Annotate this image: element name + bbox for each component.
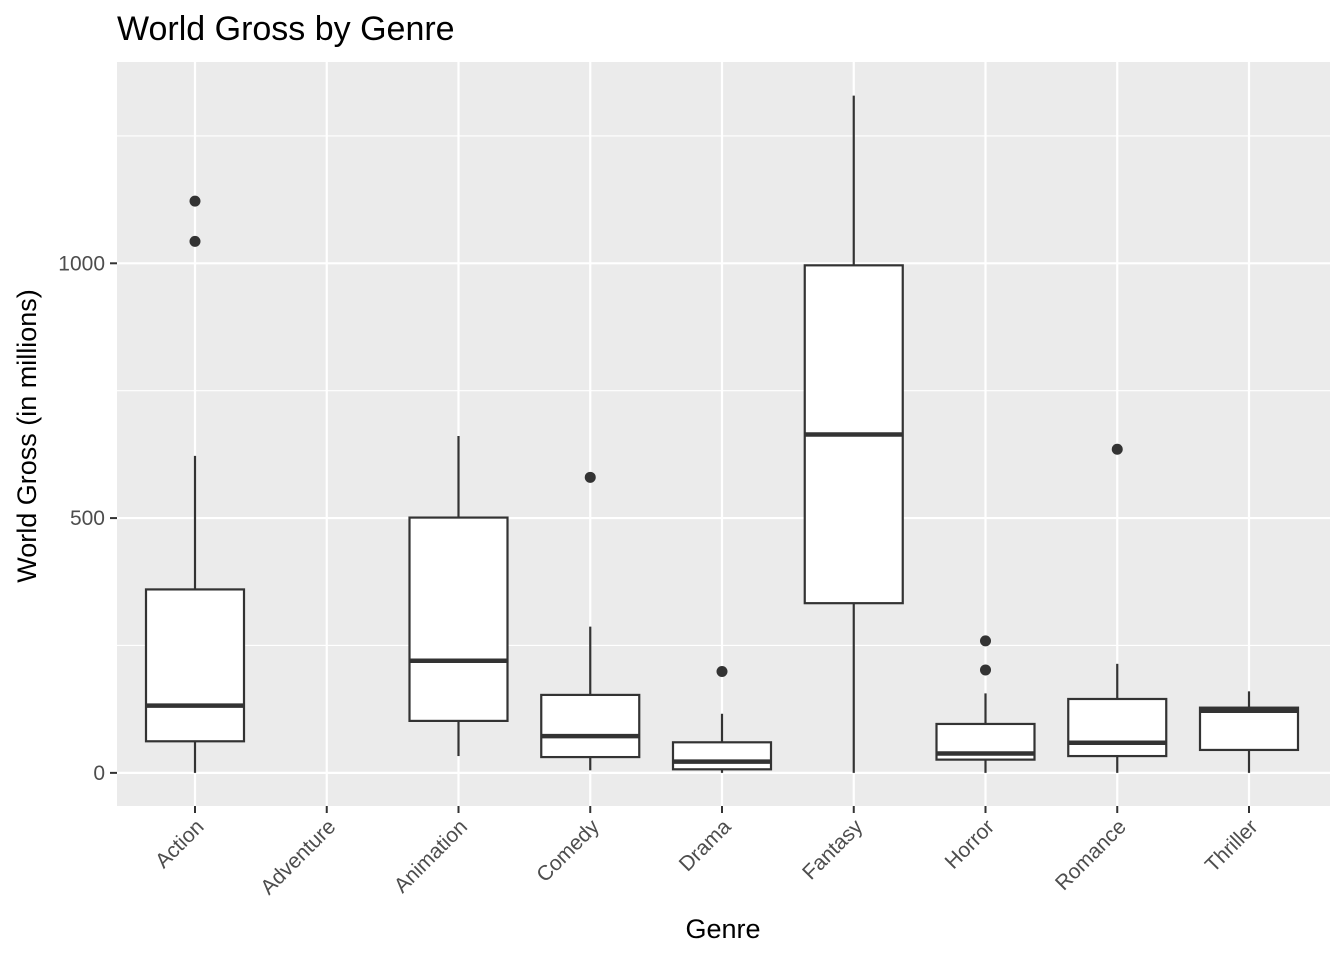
box-action	[144, 195, 246, 773]
x-tick-label: Drama	[675, 815, 736, 876]
x-tick-label: Adventure	[256, 815, 340, 899]
outlier-point	[1111, 443, 1123, 455]
x-axis-title: Genre	[685, 914, 760, 944]
outlier-point	[980, 664, 991, 676]
x-axis: Action Adventure Animation Comedy Drama Fanta…	[151, 806, 1263, 899]
outlier-point	[980, 635, 991, 647]
box-romance	[1067, 443, 1168, 773]
box-fantasy	[803, 95, 904, 773]
x-tick-label: Fantasy	[798, 815, 867, 884]
plot-panel	[117, 62, 1330, 806]
box-iqr	[408, 516, 509, 722]
y-tick-label: 0	[93, 762, 105, 785]
boxes-layer	[144, 95, 1300, 773]
box-drama	[671, 665, 773, 773]
box-iqr	[540, 693, 641, 759]
y-axis: 0 500 1000	[58, 252, 117, 785]
chart-title: World Gross by Genre	[117, 10, 455, 48]
outlier-point	[189, 195, 201, 207]
box-iqr	[1067, 697, 1168, 758]
x-tick-label: Thriller	[1201, 815, 1263, 877]
box-animation	[408, 436, 509, 757]
box-thriller	[1198, 691, 1300, 773]
box-iqr	[144, 588, 246, 743]
outlier-point	[189, 235, 201, 247]
outlier-point	[584, 471, 596, 483]
box-iqr	[1198, 706, 1300, 752]
x-tick-label: Romance	[1051, 815, 1131, 895]
outlier-point	[716, 665, 728, 677]
x-tick-label: Horror	[941, 815, 999, 873]
box-iqr	[671, 741, 773, 771]
y-tick-label: 500	[70, 507, 105, 530]
box-horror	[935, 635, 1036, 773]
x-tick-label: Comedy	[532, 815, 604, 887]
x-tick-label: Animation	[390, 815, 472, 897]
y-axis-title: World Gross (in millions)	[12, 289, 42, 583]
y-tick-label: 1000	[58, 252, 105, 275]
box-comedy	[540, 471, 641, 771]
x-tick-label: Action	[151, 815, 209, 873]
